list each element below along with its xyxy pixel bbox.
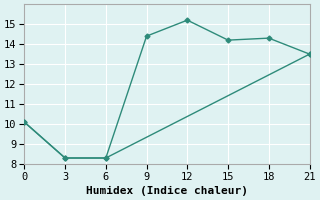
X-axis label: Humidex (Indice chaleur): Humidex (Indice chaleur) [86,186,248,196]
